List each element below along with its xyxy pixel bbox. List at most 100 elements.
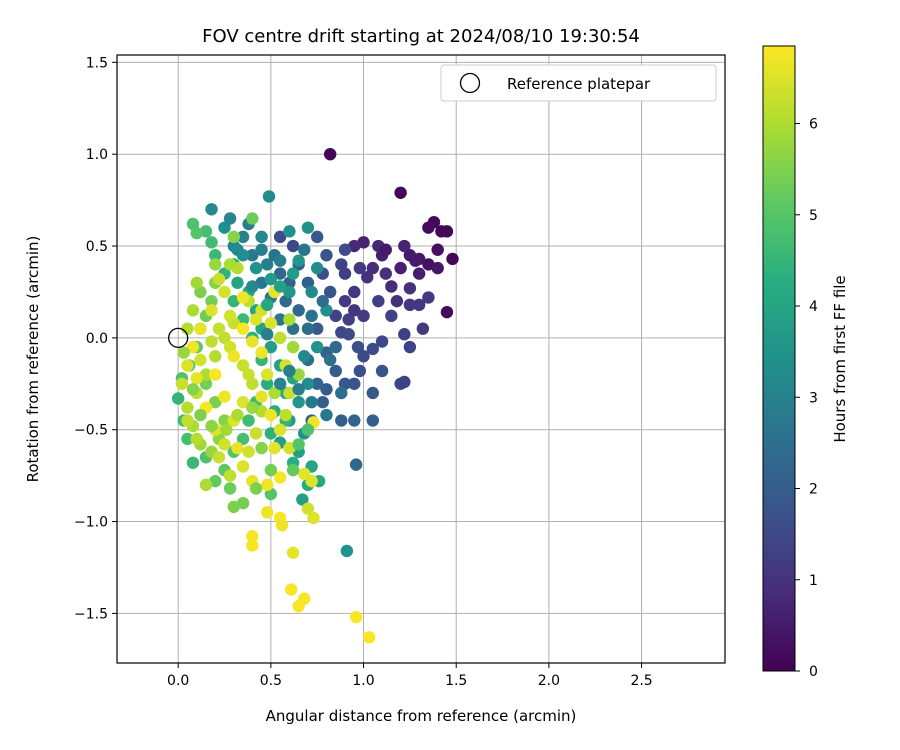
data-point	[209, 395, 222, 409]
legend-marker-reference	[459, 72, 481, 94]
data-point	[385, 309, 398, 323]
data-point	[205, 419, 218, 433]
data-point	[446, 252, 459, 266]
data-point	[249, 313, 263, 326]
data-point	[440, 225, 454, 238]
data-point	[231, 441, 244, 455]
data-point	[249, 482, 263, 495]
data-point	[323, 147, 337, 161]
x-tick-label: 0.0	[167, 673, 189, 689]
data-point	[181, 359, 194, 372]
data-point	[186, 304, 200, 317]
y-tick-label: 1.0	[86, 147, 108, 163]
data-point	[298, 243, 311, 256]
data-point	[171, 392, 185, 405]
colorbar: 0 1 2 3 4 5 6 Hours from first FF file	[762, 45, 849, 680]
y-tick-label: −1.5	[74, 606, 108, 622]
data-point	[366, 261, 380, 275]
data-point	[199, 225, 213, 238]
data-point	[283, 225, 296, 238]
data-point	[260, 328, 274, 341]
data-point	[292, 438, 305, 451]
data-point	[357, 309, 370, 323]
data-point	[242, 445, 255, 458]
data-point	[338, 243, 352, 256]
data-point	[246, 530, 259, 543]
data-point	[273, 230, 287, 244]
data-point	[394, 261, 407, 275]
data-point	[307, 511, 320, 525]
data-point	[236, 230, 250, 244]
data-point	[283, 313, 296, 326]
data-point	[292, 254, 305, 267]
data-point	[340, 544, 354, 558]
data-point	[366, 386, 380, 400]
data-point	[212, 322, 226, 335]
data-point	[246, 280, 259, 293]
data-point	[403, 298, 417, 312]
data-point	[310, 261, 324, 275]
data-point	[260, 258, 274, 271]
data-point	[218, 438, 231, 451]
data-point	[246, 212, 259, 225]
data-point	[422, 221, 435, 234]
data-point	[227, 230, 240, 244]
data-point	[218, 285, 231, 299]
data-point	[349, 458, 363, 471]
data-point	[218, 221, 231, 234]
data-point	[316, 294, 329, 308]
data-point	[342, 328, 355, 341]
data-point	[316, 395, 329, 409]
data-point	[285, 583, 298, 596]
data-point	[273, 267, 287, 280]
data-point	[260, 506, 274, 519]
data-point	[186, 340, 200, 354]
data-point	[260, 368, 274, 381]
data-point	[301, 423, 315, 436]
data-point	[348, 285, 361, 299]
data-point	[329, 340, 342, 354]
data-point	[205, 304, 218, 317]
data-point	[292, 395, 305, 409]
data-point	[246, 335, 259, 348]
data-point	[323, 285, 337, 299]
x-tick-label: 1.0	[352, 673, 374, 689]
data-point	[264, 272, 278, 286]
data-point	[422, 291, 435, 304]
legend-box	[440, 64, 717, 102]
data-point	[375, 335, 389, 348]
data-point	[175, 377, 189, 390]
y-tick-label: 0.5	[86, 239, 108, 255]
reference-platepar-marker	[168, 327, 189, 349]
data-point	[246, 249, 259, 262]
data-point	[403, 340, 417, 354]
data-point	[366, 342, 380, 356]
data-point	[177, 346, 190, 359]
y-tick-label: 0.0	[86, 331, 108, 347]
data-point	[283, 285, 296, 299]
data-point	[348, 414, 361, 427]
data-point	[296, 493, 309, 506]
data-point	[409, 254, 422, 267]
data-point	[305, 474, 318, 488]
data-point	[275, 519, 289, 532]
data-point	[260, 377, 274, 390]
data-point	[440, 305, 454, 319]
data-point	[379, 243, 392, 256]
data-point	[310, 340, 324, 354]
data-point	[416, 322, 430, 335]
reference-marker-layer	[168, 327, 189, 349]
data-point	[194, 408, 207, 422]
data-point	[335, 258, 348, 271]
data-point	[242, 414, 255, 427]
data-point	[264, 463, 278, 477]
data-point	[301, 221, 315, 234]
data-points	[171, 147, 459, 644]
data-point	[335, 414, 348, 427]
data-point	[320, 249, 333, 262]
data-point	[286, 340, 300, 354]
data-point	[292, 304, 305, 317]
data-point	[236, 432, 250, 446]
data-point	[209, 350, 222, 363]
